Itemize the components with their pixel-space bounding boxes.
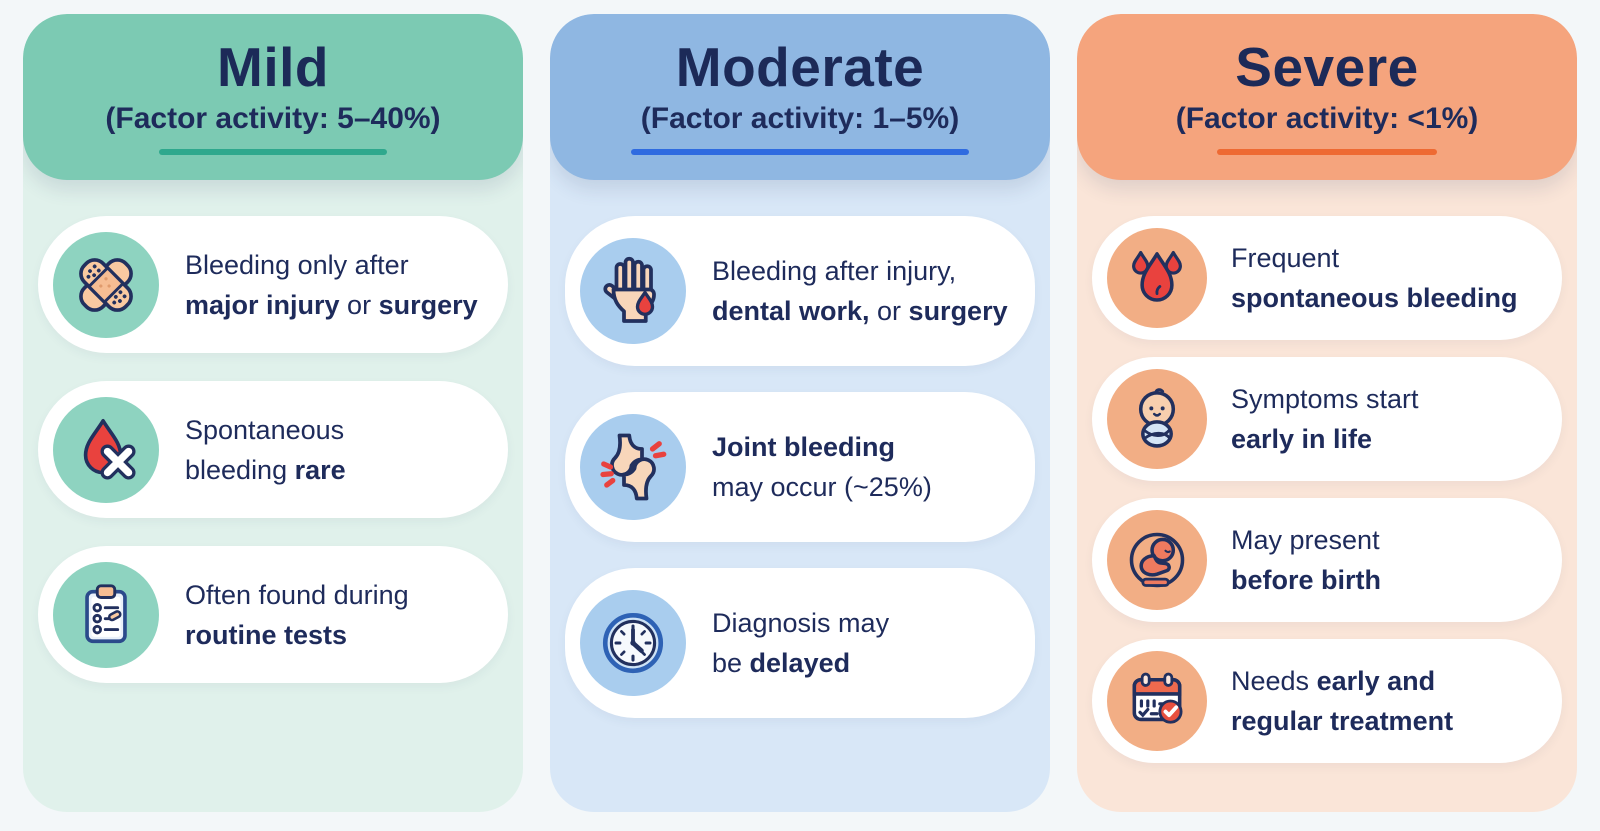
- text-line: Needs early and: [1231, 666, 1436, 696]
- text-line: Bleeding after injury,: [712, 256, 957, 286]
- card-text: Spontaneous bleeding rare: [185, 410, 346, 490]
- header-underline: [631, 149, 969, 156]
- factor-activity-subtitle: (Factor activity: 1–5%): [640, 102, 960, 136]
- text-line: Often found during: [185, 579, 409, 610]
- severity-title: Mild: [217, 35, 329, 98]
- card-text: Diagnosis may be delayed: [712, 603, 889, 683]
- card-text: Frequent spontaneous bleeding: [1231, 238, 1518, 318]
- text-line: before birth: [1231, 565, 1382, 595]
- blood-drops-icon: [1107, 228, 1207, 328]
- cards-list-mild: Bleeding only after major injury or surg…: [23, 180, 523, 683]
- header-underline: [1217, 149, 1437, 156]
- card-text: Needs early and regular treatment: [1231, 661, 1453, 741]
- card-text: Bleeding only after major injury or surg…: [185, 245, 478, 325]
- text-line: spontaneous bleeding: [1231, 283, 1518, 313]
- column-header-moderate: Moderate (Factor activity: 1–5%): [550, 14, 1050, 180]
- severity-title: Severe: [1235, 35, 1419, 98]
- text-line: Diagnosis may: [712, 608, 890, 638]
- cards-list-severe: Frequent spontaneous bleeding: [1077, 180, 1577, 763]
- text-line: routine tests: [185, 619, 348, 650]
- symptom-card: Bleeding after injury, dental work, or s…: [565, 216, 1035, 366]
- header-underline: [159, 149, 387, 156]
- symptom-card: Joint bleeding may occur (~25%): [565, 392, 1035, 542]
- text-line: major injury or surgery: [185, 289, 478, 320]
- text-line: May present: [1231, 525, 1380, 555]
- symptom-card: Bleeding only after major injury or surg…: [38, 216, 508, 353]
- joint-bleeding-icon: [580, 414, 686, 520]
- symptom-card: May present before birth: [1092, 498, 1562, 622]
- text-line: Symptoms start: [1231, 384, 1419, 414]
- text-line: Frequent: [1231, 243, 1340, 273]
- card-text: Bleeding after injury, dental work, or s…: [712, 251, 1008, 331]
- calendar-check-icon: [1107, 651, 1207, 751]
- bleeding-hand-icon: [580, 238, 686, 344]
- card-text: Symptoms start early in life: [1231, 379, 1419, 459]
- symptom-card: Often found during routine tests: [38, 546, 508, 683]
- text-line: bleeding rare: [185, 454, 346, 485]
- text-line: Bleeding only after: [185, 249, 409, 280]
- severity-title: Moderate: [675, 35, 925, 98]
- symptom-card: Frequent spontaneous bleeding: [1092, 216, 1562, 340]
- column-severe: Severe (Factor activity: <1%) Frequent s…: [1077, 14, 1577, 812]
- fetus-icon: [1107, 510, 1207, 610]
- swaddled-baby-icon: [1107, 369, 1207, 469]
- symptom-card: Symptoms start early in life: [1092, 357, 1562, 481]
- text-line: be delayed: [712, 648, 851, 678]
- clock-icon: [580, 590, 686, 696]
- column-header-mild: Mild (Factor activity: 5–40%): [23, 14, 523, 180]
- crossed-bandages-icon: [53, 231, 159, 338]
- symptom-card: Spontaneous bleeding rare: [38, 381, 508, 518]
- cards-list-moderate: Bleeding after injury, dental work, or s…: [550, 180, 1050, 718]
- factor-activity-subtitle: (Factor activity: <1%): [1175, 102, 1479, 136]
- column-mild: Mild (Factor activity: 5–40%): [23, 14, 523, 812]
- text-line: regular treatment: [1231, 706, 1454, 736]
- factor-activity-subtitle: (Factor activity: 5–40%): [105, 102, 441, 136]
- column-header-severe: Severe (Factor activity: <1%): [1077, 14, 1577, 180]
- text-line: Joint bleeding: [712, 432, 896, 462]
- symptom-card: Diagnosis may be delayed: [565, 568, 1035, 718]
- symptom-card: Needs early and regular treatment: [1092, 639, 1562, 763]
- severity-comparison-infographic: Mild (Factor activity: 5–40%): [23, 14, 1577, 812]
- text-line: Spontaneous: [185, 414, 345, 445]
- text-line: early in life: [1231, 424, 1373, 454]
- card-text: May present before birth: [1231, 520, 1381, 600]
- card-text: Joint bleeding may occur (~25%): [712, 427, 932, 507]
- text-line: may occur (~25%): [712, 472, 932, 502]
- clipboard-checklist-icon: [53, 561, 159, 668]
- column-moderate: Moderate (Factor activity: 1–5%): [550, 14, 1050, 812]
- blood-drop-crossed-icon: [53, 396, 159, 503]
- card-text: Often found during routine tests: [185, 575, 409, 655]
- text-line: dental work, or surgery: [712, 296, 1008, 326]
